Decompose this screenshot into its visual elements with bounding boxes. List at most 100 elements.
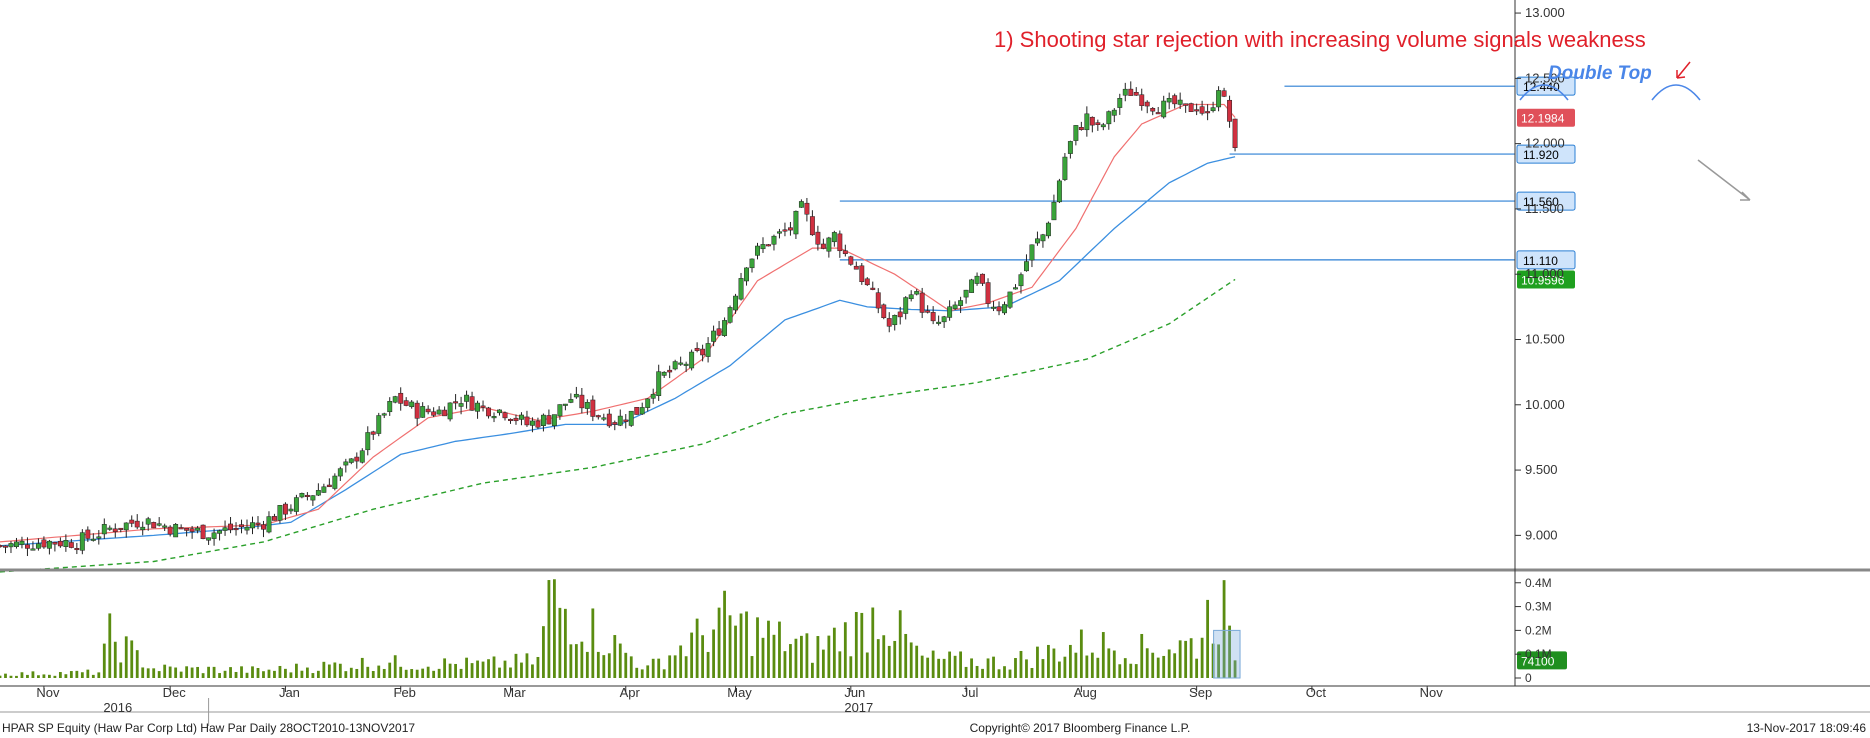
volume-bar xyxy=(86,669,90,678)
volume-bar xyxy=(1101,632,1105,678)
candle-body xyxy=(562,403,568,406)
candle-body xyxy=(57,540,63,547)
volume-bar xyxy=(959,651,962,678)
volume-bar xyxy=(1068,644,1072,678)
volume-bar xyxy=(201,673,205,678)
candle-body xyxy=(809,216,815,236)
volume-bar xyxy=(26,674,29,678)
volume-bar xyxy=(1107,648,1111,678)
candle-body xyxy=(1183,103,1189,106)
volume-bar xyxy=(1025,659,1028,678)
volume-bar xyxy=(816,636,820,678)
volume-bar xyxy=(926,657,930,678)
candle-body xyxy=(831,232,837,243)
volume-bar xyxy=(42,674,46,678)
candle-body xyxy=(1232,118,1238,148)
candle-body xyxy=(760,244,766,250)
x-tick-label: Apr xyxy=(620,685,641,700)
candle-body xyxy=(573,393,579,398)
candle-body xyxy=(442,409,448,417)
candle-body xyxy=(727,307,733,323)
candle-body xyxy=(678,362,684,365)
volume-bar xyxy=(393,655,397,678)
candle-body xyxy=(1188,103,1194,112)
candle-body xyxy=(1133,92,1139,96)
volume-bar xyxy=(701,635,705,678)
volume-bar xyxy=(684,656,688,678)
candle-body xyxy=(458,403,464,407)
x-tick-label: Sep xyxy=(1189,685,1212,700)
volume-bar xyxy=(179,671,183,678)
volume-bar xyxy=(1178,640,1182,678)
volume-bar xyxy=(739,613,743,678)
volume-bar xyxy=(970,658,973,678)
candle-body xyxy=(804,202,810,215)
volume-bar xyxy=(366,666,370,678)
volume-bar xyxy=(981,668,984,678)
candle-body xyxy=(661,371,667,376)
level-label: 11.920 xyxy=(1523,148,1559,162)
volume-bar xyxy=(349,667,353,678)
level-label-box xyxy=(1516,76,1576,96)
candle-body xyxy=(579,394,585,409)
candle-body xyxy=(683,363,689,366)
volume-bar xyxy=(635,667,639,678)
candle-body xyxy=(1166,98,1172,103)
volume-bar xyxy=(53,675,57,678)
volume-bar xyxy=(1112,650,1116,678)
volume-bar xyxy=(761,637,765,678)
volume-bar xyxy=(273,670,276,678)
candle-body xyxy=(90,538,96,541)
candle-body xyxy=(123,522,129,531)
candle-body xyxy=(392,396,398,403)
candle-body xyxy=(14,541,19,547)
volume-bar xyxy=(1030,667,1034,678)
candle-body xyxy=(464,394,470,402)
candle-body xyxy=(469,396,475,411)
candle-body xyxy=(217,530,223,534)
volume-bar xyxy=(1036,646,1039,678)
volume-bar xyxy=(514,653,518,678)
volume-bar xyxy=(223,670,227,678)
candle-body xyxy=(475,402,481,412)
volume-bar xyxy=(119,662,123,678)
candle-body xyxy=(277,505,283,521)
volume-bar xyxy=(410,669,414,678)
volume-bar xyxy=(1228,625,1231,678)
volume-bar xyxy=(832,627,836,678)
volume-bar xyxy=(421,668,425,678)
level-label-box xyxy=(1516,191,1576,211)
volume-tick-label: 0.3M xyxy=(1525,600,1552,614)
candle-body xyxy=(930,312,936,322)
volume-bar xyxy=(1173,653,1177,678)
candle-body xyxy=(1024,261,1029,272)
candle-body xyxy=(1078,127,1084,130)
volume-bar xyxy=(305,667,309,678)
level-label-box xyxy=(1516,250,1576,270)
volume-bar xyxy=(904,633,908,678)
candle-body xyxy=(74,548,80,551)
volume-bar xyxy=(898,610,902,678)
candle-body xyxy=(1177,99,1183,105)
volume-bar xyxy=(130,640,134,678)
volume-bar xyxy=(399,666,403,678)
volume-bar xyxy=(174,667,178,678)
candle-body xyxy=(1100,124,1106,128)
candle-body xyxy=(304,494,310,497)
candle-body xyxy=(1040,234,1046,242)
volume-bar xyxy=(640,669,644,678)
volume-bar xyxy=(948,651,952,678)
volume-bar xyxy=(245,672,249,678)
candle-body xyxy=(1073,125,1079,141)
volume-bar xyxy=(64,674,68,678)
arrow-red-icon xyxy=(1676,61,1691,79)
candle-body xyxy=(1161,100,1167,118)
volume-bar xyxy=(651,658,655,678)
volume-bar xyxy=(168,666,172,678)
volume-bar xyxy=(553,579,556,678)
x-tick-label: Jun xyxy=(844,685,865,700)
volume-bar xyxy=(1063,656,1067,678)
volume-bar xyxy=(371,670,375,678)
candle-body xyxy=(985,282,991,304)
